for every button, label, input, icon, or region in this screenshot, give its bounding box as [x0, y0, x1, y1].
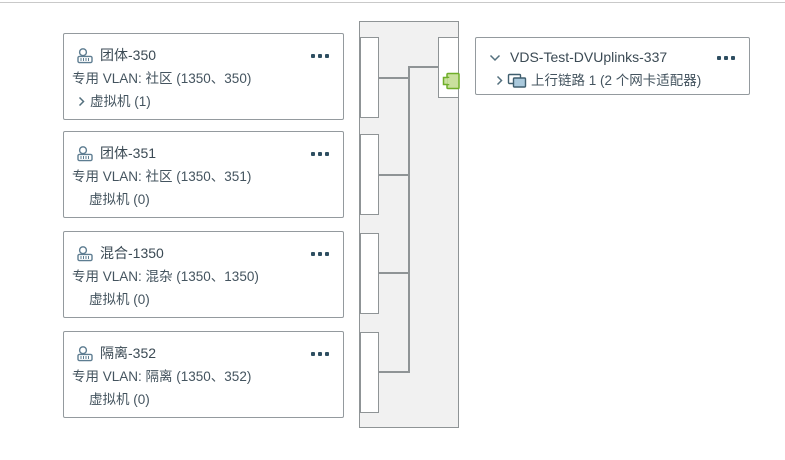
- chevron-down-icon[interactable]: [489, 54, 501, 62]
- vm-row: 虚拟机 (0): [72, 188, 331, 211]
- vm-count-label: 虚拟机 (0): [89, 292, 150, 307]
- port-group-name: 混合-1350: [100, 245, 164, 261]
- uplink-connector-line: [410, 66, 438, 68]
- port-group-header: 团体-350: [72, 44, 331, 67]
- port-group-card: 隔离-352 专用 VLAN: 隔离 (1350、352) 虚拟机 (0): [63, 331, 344, 418]
- connector-line: [379, 77, 409, 79]
- switch-port-block: [360, 233, 379, 314]
- vm-row: 虚拟机 (0): [72, 288, 331, 311]
- switch-port-block: [360, 332, 379, 413]
- port-group-name: 隔离-352: [100, 345, 157, 361]
- vlan-info: 专用 VLAN: 混杂 (1350、1350): [72, 269, 259, 284]
- chevron-right-icon[interactable]: [77, 96, 86, 107]
- actions-menu-button[interactable]: [311, 53, 329, 58]
- chevron-right-icon[interactable]: [495, 75, 504, 86]
- vm-count-label: 虚拟机 (0): [89, 192, 150, 207]
- actions-menu-button[interactable]: [311, 351, 329, 356]
- port-group-name: 团体-350: [100, 47, 157, 63]
- top-divider: [0, 2, 785, 3]
- uplink-row[interactable]: 上行链路 1 (2 个网卡适配器): [489, 69, 737, 92]
- actions-menu-button[interactable]: [717, 55, 735, 60]
- switch-port-block: [360, 37, 379, 118]
- port-group-header: 团体-351: [72, 142, 331, 165]
- vlan-info: 专用 VLAN: 社区 (1350、350): [72, 71, 252, 86]
- port-group-icon: [77, 345, 93, 361]
- uplink-port-group-icon: [507, 73, 527, 88]
- vlan-info: 专用 VLAN: 社区 (1350、351): [72, 169, 252, 184]
- switch-port-block: [360, 134, 379, 215]
- uplink-panel-header: VDS-Test-DVUplinks-337: [489, 46, 737, 69]
- port-group-card: 团体-351 专用 VLAN: 社区 (1350、351) 虚拟机 (0): [63, 131, 344, 218]
- port-group-card: 混合-1350 专用 VLAN: 混杂 (1350、1350) 虚拟机 (0): [63, 231, 344, 318]
- port-group-name: 团体-351: [100, 145, 157, 161]
- uplink-panel: VDS-Test-DVUplinks-337 上行链路 1 (2 个网卡适配器): [475, 37, 750, 95]
- port-group-card: 团体-350 专用 VLAN: 社区 (1350、350) 虚拟机 (1): [63, 33, 344, 120]
- actions-menu-button[interactable]: [311, 151, 329, 156]
- uplink-name-label: 上行链路 1 (2 个网卡适配器): [531, 73, 702, 88]
- connector-line: [379, 272, 409, 274]
- uplink-panel-title: VDS-Test-DVUplinks-337: [510, 49, 668, 65]
- vm-row: 虚拟机 (0): [72, 388, 331, 411]
- vm-count-label: 虚拟机 (1): [90, 94, 151, 109]
- vlan-info: 专用 VLAN: 隔离 (1350、352): [72, 369, 252, 384]
- connector-line: [379, 174, 409, 176]
- port-group-icon: [77, 47, 93, 63]
- actions-menu-button[interactable]: [311, 251, 329, 256]
- port-group-header: 混合-1350: [72, 242, 331, 265]
- trunk-line: [408, 66, 410, 373]
- port-group-icon: [77, 145, 93, 161]
- uplink-port-connector-icon[interactable]: [441, 71, 461, 91]
- vm-row[interactable]: 虚拟机 (1): [72, 90, 331, 113]
- vm-count-label: 虚拟机 (0): [89, 392, 150, 407]
- port-group-header: 隔离-352: [72, 342, 331, 365]
- port-group-icon: [77, 245, 93, 261]
- connector-line: [379, 371, 409, 373]
